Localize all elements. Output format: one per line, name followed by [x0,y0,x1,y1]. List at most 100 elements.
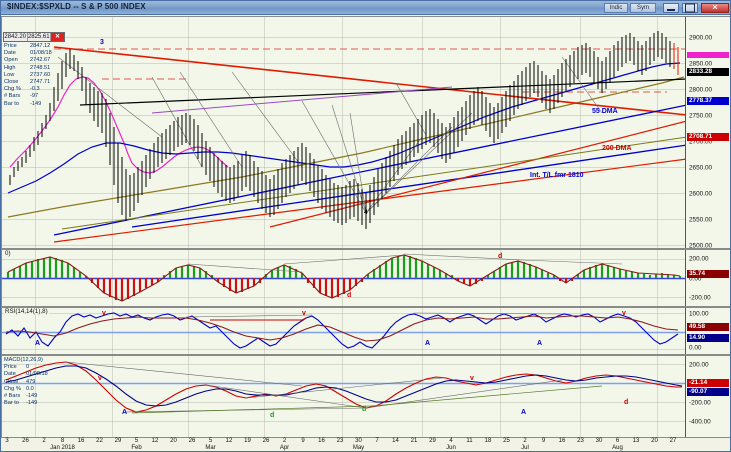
info-row: Close 479 [4,379,48,386]
info-row: # Bars -97 [4,93,66,100]
x-tick-day: 26 [22,438,29,444]
window-minimize-button[interactable] [663,3,679,13]
x-tick-day: 19 [244,438,251,444]
y-tick: 2500.00 [689,242,713,249]
info-value: -149 [26,393,38,400]
info-value: 01/08/18 [26,371,48,378]
histogram-value-tag: 35.74 [687,270,729,278]
info-key: Price [4,364,17,371]
info-row: Bar to -149 [4,400,48,407]
info-key: # Bars [4,393,21,400]
x-tick-day: 12 [225,438,233,444]
label-int-trendline: Int. T/L fmr 1810 [530,172,584,179]
rsi-panel[interactable]: RSI(14,14(1),8) v v v A A A 100.00 0.00 … [1,307,730,355]
window-title: $INDEX:$SPXLD -- S & P 500 INDEX [7,2,146,11]
y-tick: 2750.00 [689,112,713,120]
quote-box[interactable]: 2842.20 2825.61 ✕ [3,32,65,42]
x-tick-day: 4 [449,438,453,444]
y-tick: 2700.00 [689,138,713,146]
info-value: -149 [26,400,38,407]
divergence-marker-a: A [537,340,543,347]
info-key: Chg % [4,385,21,392]
divergence-marker-d: d [624,399,629,406]
info-value: 0 [26,364,30,371]
window-close-button[interactable]: ✕ [701,3,729,13]
info-value: 0.0 [26,385,34,392]
info-value: 2742.67 [30,57,51,64]
price-info-table: Price 2847.12 Date 01/08/18 Open 2742.67 Hi… [4,43,66,108]
wave-label-4: 4 [364,209,368,216]
x-tick-day: 9 [541,438,546,444]
info-value: 2747.71 [30,79,51,86]
quote-bid: 2842.20 [4,33,28,41]
y-tick: 100.00 [689,310,709,318]
x-axis: 3 26 2 8 16 22 29 5 12 20 26 5 12 19 26 2 9 16 23 30 7 14 21 29… [1,438,730,451]
macd-indicator-name: MACD(12,26,9) [4,357,48,364]
rsi-label: RSI(14,14(1),8) [4,308,49,315]
x-tick-day: 29 [429,438,436,444]
macd-panel[interactable]: MACD(12,26,9) Price 0 Date 01/08/18 Close 4… [1,355,730,438]
price-panel[interactable]: 2842.20 2825.61 ✕ Price 2847.12 Date 01/08… [1,16,730,249]
quote-close-icon[interactable]: ✕ [51,33,64,41]
info-value: -0.3 [30,86,40,93]
info-value: 2748.51 [30,64,51,71]
y-tick: 200.00 [689,361,709,369]
divergence-marker-v: v [622,310,626,317]
x-tick-day: 27 [669,438,677,444]
info-value: -97 [30,93,39,100]
rsi-plot [2,308,687,354]
info-row: Price 2847.12 [4,43,66,50]
info-key: High [4,64,16,71]
divergence-marker-v: v [102,310,106,317]
info-row: Bar to -149 [4,101,66,108]
divergence-marker-v: v [470,375,474,382]
x-tick-day: 18 [484,438,492,444]
x-tick-day: 30 [595,438,603,444]
y-tick: 2550.00 [689,216,713,224]
info-key: Bar to [4,400,19,407]
info-row: Chg % -0.3 [4,86,66,93]
window-maximize-button[interactable] [682,3,698,13]
info-key: Chg % [4,86,21,93]
close-icon: ✕ [712,4,718,12]
x-tick-day: 25 [503,438,510,444]
x-tick-day: 29 [114,438,122,444]
y-tick: -200.00 [689,399,711,407]
x-tick-month: Mar [205,445,216,451]
x-tick-day: 11 [466,438,473,444]
macd-label: MACD(12,26,9) [4,357,43,363]
macd-histogram-panel[interactable]: 0) d d 200.00 0.00 -200.00 35.74 [1,249,730,307]
info-key: Low [4,71,15,78]
info-key: Open [4,57,18,64]
y-tick: 200.00 [689,255,709,263]
window-titlebar: $INDEX:$SPXLD -- S & P 500 INDEX Indic S… [1,1,730,15]
info-key: # Bars [4,93,21,100]
price-tag-black: 2833.28 [687,68,729,76]
toolbar-button-indicators[interactable]: Indic [604,3,628,13]
divergence-marker-d: d [347,292,352,299]
x-tick-day: 8 [60,438,65,444]
divergence-marker-v: v [302,310,306,317]
x-tick-day: 7 [375,438,379,444]
x-tick-day: 26 [188,438,196,444]
x-tick-day: 2 [282,438,287,444]
quote-ask: 2825.61 [27,33,51,41]
x-tick-day: 22 [96,438,103,444]
y-tick: 0.00 [689,275,702,283]
x-tick-month: May [352,445,365,451]
x-tick-month: Jul [521,445,529,451]
divergence-marker-a: A [425,340,431,347]
divergence-marker-a: A [35,340,41,347]
info-value: 01/08/18 [30,50,52,57]
x-tick-day: 16 [77,438,85,444]
toolbar-button-symbol[interactable]: Sym [630,3,656,13]
rsi-slow-tag: 49.58 [687,323,729,331]
macd-signal-tag: -90.07 [687,388,729,396]
y-tick: -400.00 [689,418,711,426]
info-row: Date 01/08/18 [4,50,66,57]
label-200-dma: 200 DMA [602,145,632,152]
info-value: -149 [30,100,42,107]
info-value: 2737.60 [30,71,51,78]
divergence-marker-d: d [498,253,503,260]
